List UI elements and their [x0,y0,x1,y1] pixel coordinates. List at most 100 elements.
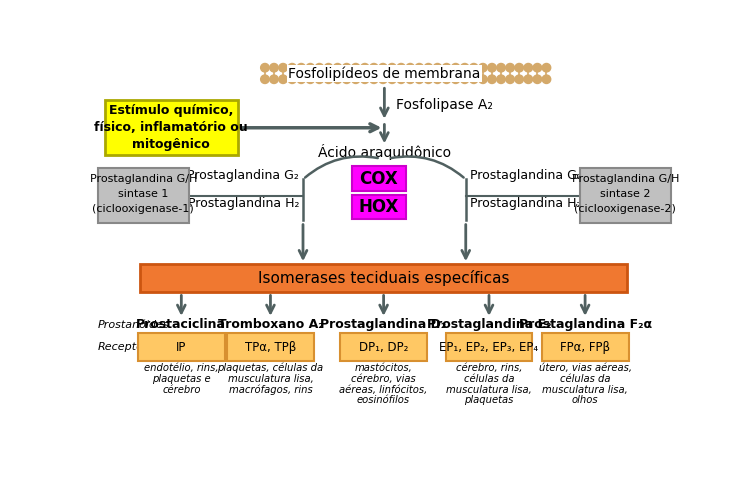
Text: cérebro, vias: cérebro, vias [351,374,416,384]
Text: plaquetas e: plaquetas e [152,374,211,384]
Text: sintase 2: sintase 2 [600,189,651,199]
Circle shape [279,64,287,72]
Text: DP₁, DP₂: DP₁, DP₂ [359,340,408,353]
Circle shape [361,75,369,84]
FancyBboxPatch shape [580,168,671,223]
Text: Prostaglandina G/H: Prostaglandina G/H [572,174,679,184]
Circle shape [406,75,415,84]
Circle shape [424,64,433,72]
Circle shape [488,64,496,72]
Text: Prostanóides: Prostanóides [98,320,170,330]
Text: plaquetas, células da: plaquetas, células da [217,363,323,373]
Circle shape [379,75,387,84]
Circle shape [397,64,406,72]
FancyBboxPatch shape [352,166,406,191]
Circle shape [370,64,378,72]
Circle shape [315,64,324,72]
FancyBboxPatch shape [98,168,189,223]
Circle shape [306,75,314,84]
Text: (ciclooxigenase-1): (ciclooxigenase-1) [92,204,194,214]
Text: Prostaglandina G₂: Prostaglandina G₂ [470,169,581,182]
Text: Ácido araquidônico: Ácido araquidônico [318,144,451,160]
Text: Prostaglandina H₂: Prostaglandina H₂ [188,198,299,210]
Text: células da: células da [464,374,514,384]
Circle shape [506,64,515,72]
Text: macrófagos, rins: macrófagos, rins [229,384,312,395]
FancyBboxPatch shape [352,194,406,220]
Circle shape [515,75,523,84]
Circle shape [270,75,278,84]
Text: Prostaglandina G₂: Prostaglandina G₂ [188,169,299,182]
Text: Estímulo químico,: Estímulo químico, [109,104,233,118]
Circle shape [452,75,460,84]
Circle shape [388,64,396,72]
Circle shape [515,64,523,72]
Circle shape [415,75,424,84]
Circle shape [442,64,451,72]
Text: EP₁, EP₂, EP₃, EP₄: EP₁, EP₂, EP₃, EP₄ [440,340,538,353]
Text: cérebro, rins,: cérebro, rins, [456,363,522,373]
Circle shape [496,64,506,72]
Circle shape [424,75,433,84]
Circle shape [496,75,506,84]
Circle shape [352,64,360,72]
Circle shape [261,75,269,84]
Circle shape [297,64,305,72]
Text: aéreas, linfócitos,: aéreas, linfócitos, [340,384,427,394]
Circle shape [324,75,333,84]
Circle shape [488,75,496,84]
Circle shape [406,64,415,72]
Circle shape [533,64,542,72]
Circle shape [306,64,314,72]
Circle shape [343,64,351,72]
Circle shape [379,64,387,72]
Text: FPα, FPβ: FPα, FPβ [560,340,610,353]
Circle shape [478,75,488,84]
Circle shape [397,75,406,84]
Circle shape [433,64,442,72]
Circle shape [460,64,469,72]
Circle shape [352,75,360,84]
Circle shape [470,64,478,72]
Circle shape [533,75,542,84]
Text: Prostaglandina F₂α: Prostaglandina F₂α [518,318,652,332]
Text: mitogênico: mitogênico [132,138,210,151]
Circle shape [361,64,369,72]
Circle shape [542,75,550,84]
Text: Fosfolipídeos de membrana: Fosfolipídeos de membrana [288,66,481,80]
Text: Prostaglandina E₂: Prostaglandina E₂ [427,318,551,332]
FancyBboxPatch shape [227,334,314,361]
Circle shape [288,64,296,72]
Circle shape [452,64,460,72]
Text: cérebro: cérebro [162,384,200,394]
Text: (ciclooxigenase-2): (ciclooxigenase-2) [574,204,676,214]
Text: HOX: HOX [358,198,399,216]
FancyBboxPatch shape [542,334,628,361]
Text: COX: COX [359,170,398,188]
Text: Prostaglandina D₂: Prostaglandina D₂ [320,318,447,332]
Text: útero, vias aéreas,: útero, vias aéreas, [538,363,632,373]
Text: mastócitos,: mastócitos, [355,363,413,373]
Text: Prostaglandina G/H: Prostaglandina G/H [90,174,197,184]
Circle shape [415,64,424,72]
FancyBboxPatch shape [446,334,532,361]
Circle shape [470,75,478,84]
Circle shape [524,75,532,84]
Circle shape [460,75,469,84]
Text: Fosfolipase A₂: Fosfolipase A₂ [396,98,493,112]
Circle shape [442,75,451,84]
Text: sintase 1: sintase 1 [118,189,169,199]
Text: eosinófilos: eosinófilos [357,396,410,406]
Circle shape [324,64,333,72]
FancyBboxPatch shape [138,334,225,361]
Circle shape [315,75,324,84]
Circle shape [542,64,550,72]
Text: físico, inflamatório ou: físico, inflamatório ou [94,122,248,134]
Text: Prostaglandina H₂: Prostaglandina H₂ [470,198,581,210]
Circle shape [333,64,342,72]
Circle shape [261,64,269,72]
FancyBboxPatch shape [104,100,238,156]
Circle shape [506,75,515,84]
Circle shape [370,75,378,84]
Text: olhos: olhos [572,396,598,406]
